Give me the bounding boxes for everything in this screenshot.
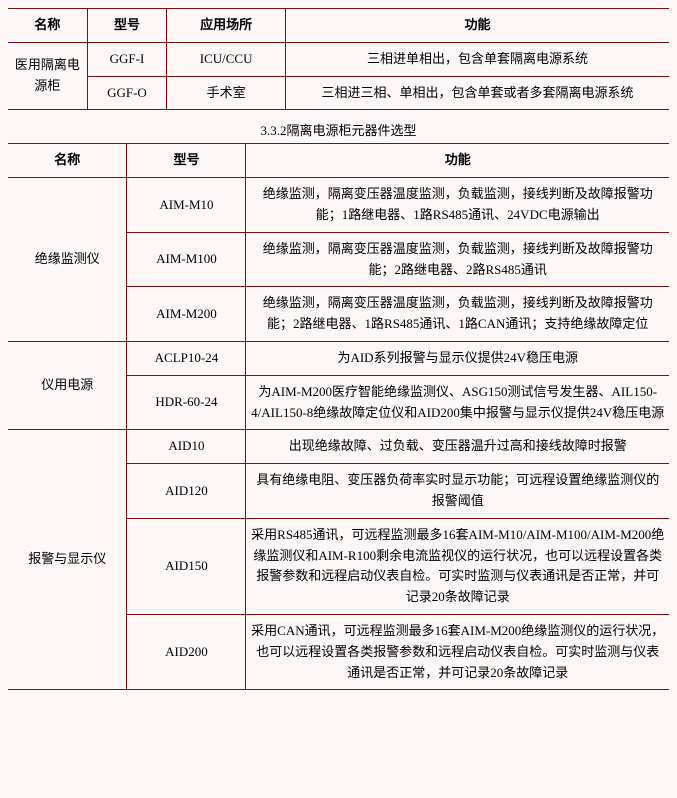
group-name-cell: 仪用电源 xyxy=(8,341,127,429)
table-row: 报警与显示仪 AID10 出现绝缘故障、过负载、变压器温升过高和接线故障时报警 xyxy=(8,430,669,464)
group-name-cell: 绝缘监测仪 xyxy=(8,178,127,342)
table-row: 绝缘监测仪 AIM-M10 绝缘监测，隔离变压器温度监测，负载监测，接线判断及故… xyxy=(8,178,669,233)
model-cell: AID120 xyxy=(127,464,246,519)
model-cell: GGF-O xyxy=(87,76,166,110)
model-cell: AIM-M100 xyxy=(127,232,246,287)
header-name: 名称 xyxy=(8,144,127,178)
group-name-cell: 报警与显示仪 xyxy=(8,430,127,690)
table-row: 仪用电源 ACLP10-24 为AID系列报警与显示仪提供24V稳压电源 xyxy=(8,341,669,375)
function-cell: 绝缘监测，隔离变压器温度监测，负载监测，接线判断及故障报警功能；2路继电器、2路… xyxy=(246,232,669,287)
product-name-cell: 医用隔离电源柜 xyxy=(8,42,87,110)
function-cell: 出现绝缘故障、过负载、变压器温升过高和接线故障时报警 xyxy=(246,430,669,464)
header-model: 型号 xyxy=(87,9,166,43)
function-cell: 采用CAN通讯，可远程监测最多16套AIM-M200绝缘监测仪的运行状况，也可以… xyxy=(246,614,669,689)
table-row: GGF-O 手术室 三相进三相、单相出，包含单套或者多套隔离电源系统 xyxy=(8,76,669,110)
header-function: 功能 xyxy=(246,144,669,178)
model-cell: AIM-M200 xyxy=(127,287,246,342)
table-header-row: 名称 型号 应用场所 功能 xyxy=(8,9,669,43)
place-cell: ICU/CCU xyxy=(167,42,286,76)
model-cell: GGF-I xyxy=(87,42,166,76)
cabinet-table: 名称 型号 应用场所 功能 医用隔离电源柜 GGF-I ICU/CCU 三相进单… xyxy=(8,8,669,110)
model-cell: ACLP10-24 xyxy=(127,341,246,375)
function-cell: 绝缘监测，隔离变压器温度监测，负载监测，接线判断及故障报警功能；1路继电器、1路… xyxy=(246,178,669,233)
header-name: 名称 xyxy=(8,9,87,43)
model-cell: AID200 xyxy=(127,614,246,689)
function-cell: 采用RS485通讯，可远程监测最多16套AIM-M10/AIM-M100/AIM… xyxy=(246,518,669,614)
function-cell: 为AIM-M200医疗智能绝缘监测仪、ASG150测试信号发生器、AIL150-… xyxy=(246,375,669,430)
header-function: 功能 xyxy=(286,9,669,43)
table-header-row: 名称 型号 功能 xyxy=(8,144,669,178)
section-title: 3.3.2隔离电源柜元器件选型 xyxy=(8,120,669,139)
place-cell: 手术室 xyxy=(167,76,286,110)
component-table: 名称 型号 功能 绝缘监测仪 AIM-M10 绝缘监测，隔离变压器温度监测，负载… xyxy=(8,143,669,690)
function-cell: 绝缘监测，隔离变压器温度监测，负载监测，接线判断及故障报警功能；2路继电器、1路… xyxy=(246,287,669,342)
table-row: 医用隔离电源柜 GGF-I ICU/CCU 三相进单相出，包含单套隔离电源系统 xyxy=(8,42,669,76)
header-place: 应用场所 xyxy=(167,9,286,43)
function-cell: 三相进单相出，包含单套隔离电源系统 xyxy=(286,42,669,76)
model-cell: AIM-M10 xyxy=(127,178,246,233)
model-cell: AID150 xyxy=(127,518,246,614)
function-cell: 三相进三相、单相出，包含单套或者多套隔离电源系统 xyxy=(286,76,669,110)
function-cell: 为AID系列报警与显示仪提供24V稳压电源 xyxy=(246,341,669,375)
header-model: 型号 xyxy=(127,144,246,178)
model-cell: HDR-60-24 xyxy=(127,375,246,430)
model-cell: AID10 xyxy=(127,430,246,464)
function-cell: 具有绝缘电阻、变压器负荷率实时显示功能；可远程设置绝缘监测仪的报警阈值 xyxy=(246,464,669,519)
